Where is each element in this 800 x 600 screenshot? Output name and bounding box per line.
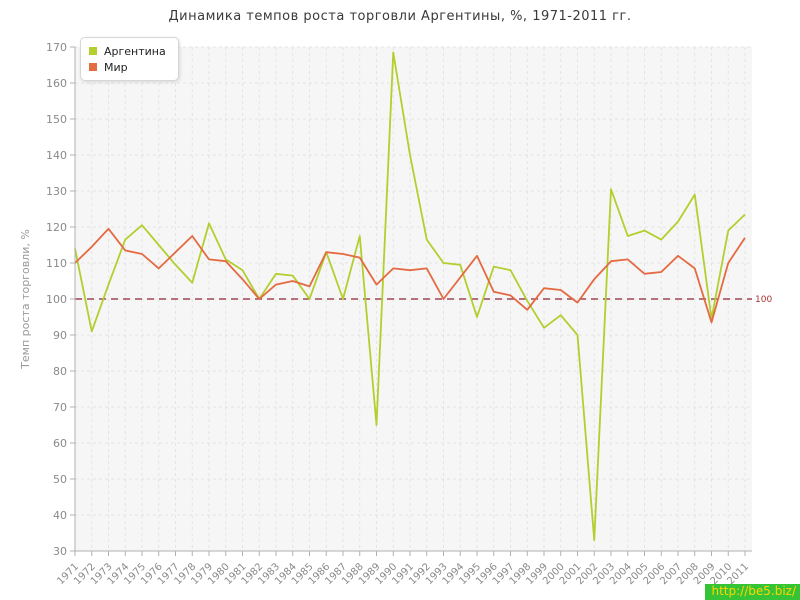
svg-text:80: 80 — [53, 365, 67, 378]
legend: Аргентина Мир — [80, 37, 179, 81]
series-line-argentina — [74, 51, 746, 542]
svg-text:160: 160 — [46, 77, 67, 90]
svg-text:130: 130 — [46, 185, 67, 198]
watermark-link[interactable]: http://be5.biz/ — [705, 584, 800, 600]
svg-text:50: 50 — [53, 473, 67, 486]
svg-text:120: 120 — [46, 221, 67, 234]
axes — [70, 46, 752, 556]
legend-swatch-argentina — [89, 47, 97, 55]
svg-text:170: 170 — [46, 41, 67, 54]
legend-item-world: Мир — [89, 59, 166, 75]
chart-title: Динамика темпов роста торговли Аргентины… — [168, 9, 632, 24]
svg-text:60: 60 — [53, 437, 67, 450]
series-line-world — [74, 227, 746, 324]
svg-text:140: 140 — [46, 149, 67, 162]
legend-label-world: Мир — [104, 60, 128, 74]
svg-text:40: 40 — [53, 509, 67, 522]
y-axis-title: Темп роста торговли, % — [19, 229, 32, 370]
x-axis-labels: 1971197219731974197519761977197819791980… — [55, 561, 751, 587]
svg-text:30: 30 — [53, 545, 67, 558]
svg-text:90: 90 — [53, 329, 67, 342]
series-lines — [74, 51, 746, 542]
gridlines — [75, 46, 752, 551]
svg-text:100: 100 — [46, 293, 67, 306]
legend-item-argentina: Аргентина — [89, 43, 166, 59]
svg-text:150: 150 — [46, 113, 67, 126]
legend-swatch-world — [89, 63, 97, 71]
svg-text:70: 70 — [53, 401, 67, 414]
svg-text:110: 110 — [46, 257, 67, 270]
reference-line-label: 100 — [755, 295, 772, 305]
y-axis-labels: 30 40 50 60 70 80 90 100 110 120 130 140 150 160 170 — [46, 41, 67, 558]
legend-label-argentina: Аргентина — [104, 44, 166, 58]
